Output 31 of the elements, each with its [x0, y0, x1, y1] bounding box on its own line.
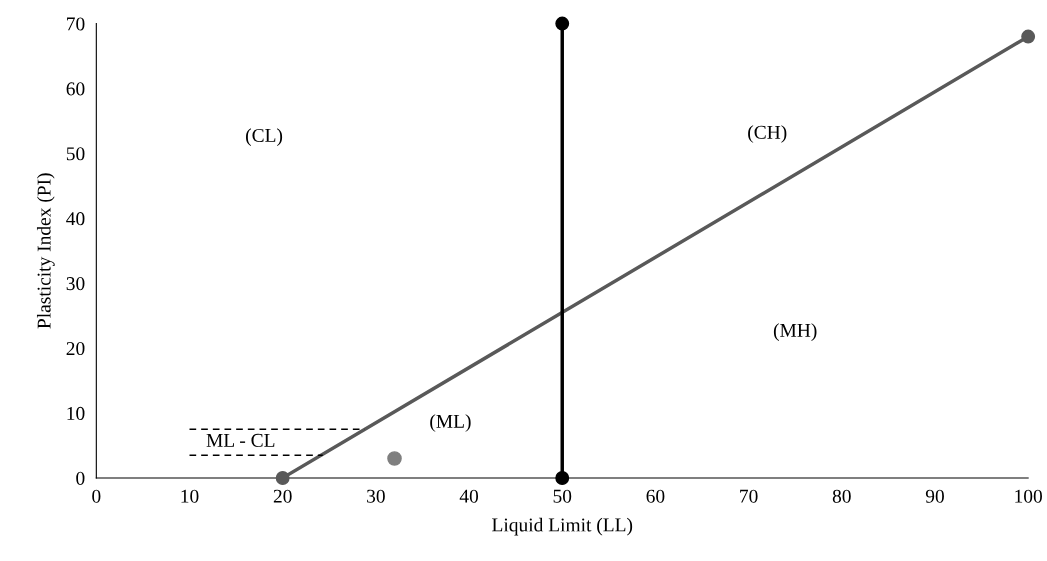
x-tick-label: 70 — [740, 489, 758, 503]
annotation: (MH) — [773, 323, 817, 341]
x-tick-label: 10 — [181, 489, 199, 503]
y-tick-label: 30 — [66, 277, 85, 291]
point — [1021, 29, 1036, 44]
y-tick-label: 0 — [76, 471, 85, 485]
y-tick-label: 40 — [66, 212, 85, 226]
annotation: (CL) — [246, 128, 283, 146]
x-tick-label: 40 — [459, 489, 479, 503]
y-tick-label: 10 — [67, 406, 85, 420]
x-tick-label: 20 — [273, 489, 292, 503]
y-tick-label: 50 — [66, 147, 85, 161]
y-tick-label: 60 — [66, 82, 85, 96]
y-axis-title: Plasticity Index (PI) — [36, 173, 55, 329]
x-tick-label: 0 — [92, 489, 101, 503]
x-tick-label: 100 — [1015, 489, 1042, 503]
point — [555, 471, 570, 485]
y-tick-label: 20 — [66, 341, 85, 356]
x-axis-title: Liquid Limit (LL) — [492, 517, 633, 536]
x-tick-label: 60 — [646, 489, 665, 503]
x-tick-label: 30 — [367, 489, 385, 503]
x-tick-label: 50 — [553, 489, 572, 503]
point — [555, 16, 570, 31]
point — [387, 451, 402, 466]
annotation: (CH) — [748, 125, 787, 143]
x-tick-label: 80 — [832, 489, 851, 503]
annotation: (ML) — [430, 414, 471, 432]
point — [275, 471, 290, 485]
x-tick-label: 90 — [925, 489, 944, 503]
y-tick-label: 70 — [67, 17, 85, 31]
annotation: ML - CL — [206, 433, 275, 447]
